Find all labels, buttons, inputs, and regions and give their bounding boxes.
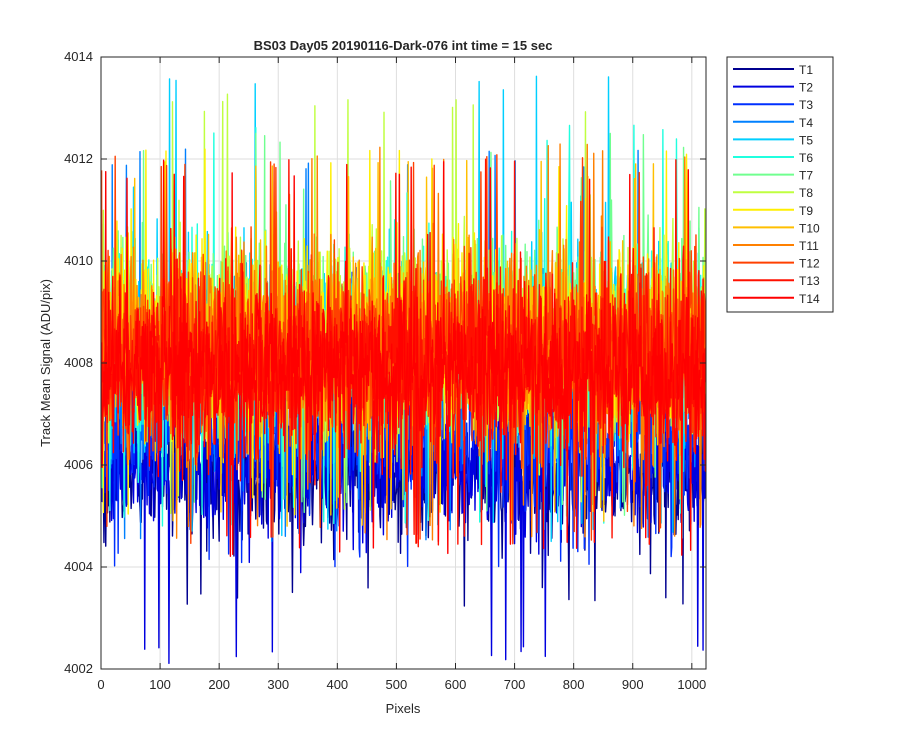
tick-labels: 0 100 200 300 400 500 600 700 800 900 1000 4002 4004… [64, 49, 706, 692]
x-tick-label: 800 [563, 677, 585, 692]
legend-label-t5: T5 [799, 133, 813, 147]
legend-items: T1 T2 T3 T4 T5 T6 T7 T8 T9 T10 T11 T12 T13 T14 [733, 63, 820, 306]
series-line-t13 [101, 158, 706, 548]
axes-box [100, 56, 707, 670]
legend-label-t14: T14 [799, 292, 820, 306]
legend-label-t10: T10 [799, 221, 820, 235]
x-tick-label: 400 [326, 677, 348, 692]
y-tick-label: 4012 [64, 151, 93, 166]
y-tick-label: 4006 [64, 457, 93, 472]
legend-label-t3: T3 [799, 98, 813, 112]
legend-label-t1: T1 [799, 63, 813, 77]
x-axis-label: Pixels [386, 701, 421, 716]
x-tick-label: 100 [149, 677, 171, 692]
legend-label-t7: T7 [799, 169, 813, 183]
x-tick-label: 200 [208, 677, 230, 692]
legend-label-t6: T6 [799, 151, 813, 165]
legend-label-t13: T13 [799, 274, 820, 288]
legend-label-t9: T9 [799, 204, 813, 218]
chart-title: BS03 Day05 20190116-Dark-076 int time = … [254, 38, 553, 53]
x-tick-label: 500 [386, 677, 408, 692]
series-line-t14 [101, 159, 706, 557]
legend-label-t12: T12 [799, 257, 820, 271]
x-tick-label: 900 [622, 677, 644, 692]
legend: T1 T2 T3 T4 T5 T6 T7 T8 T9 T10 T11 T12 T13 T14 [726, 56, 834, 313]
x-tick-label: 0 [97, 677, 104, 692]
x-tick-label: 1000 [677, 677, 706, 692]
legend-label-t2: T2 [799, 81, 813, 95]
series-layer [101, 75, 706, 665]
plot-area: 0 100 200 300 400 500 600 700 800 900 1000 4002 4004… [64, 49, 707, 692]
legend-label-t11: T11 [799, 239, 819, 253]
x-tick-label: 600 [445, 677, 467, 692]
y-tick-label: 4008 [64, 355, 93, 370]
y-tick-label: 4010 [64, 253, 93, 268]
y-axis-label: Track Mean Signal (ADU/pix) [38, 279, 53, 447]
y-tick-label: 4004 [64, 559, 93, 574]
legend-box [726, 56, 834, 313]
legend-label-t4: T4 [799, 116, 813, 130]
x-tick-label: 300 [267, 677, 289, 692]
y-tick-label: 4014 [64, 49, 93, 64]
legend-label-t8: T8 [799, 186, 813, 200]
y-tick-label: 4002 [64, 661, 93, 676]
x-tick-label: 700 [504, 677, 526, 692]
